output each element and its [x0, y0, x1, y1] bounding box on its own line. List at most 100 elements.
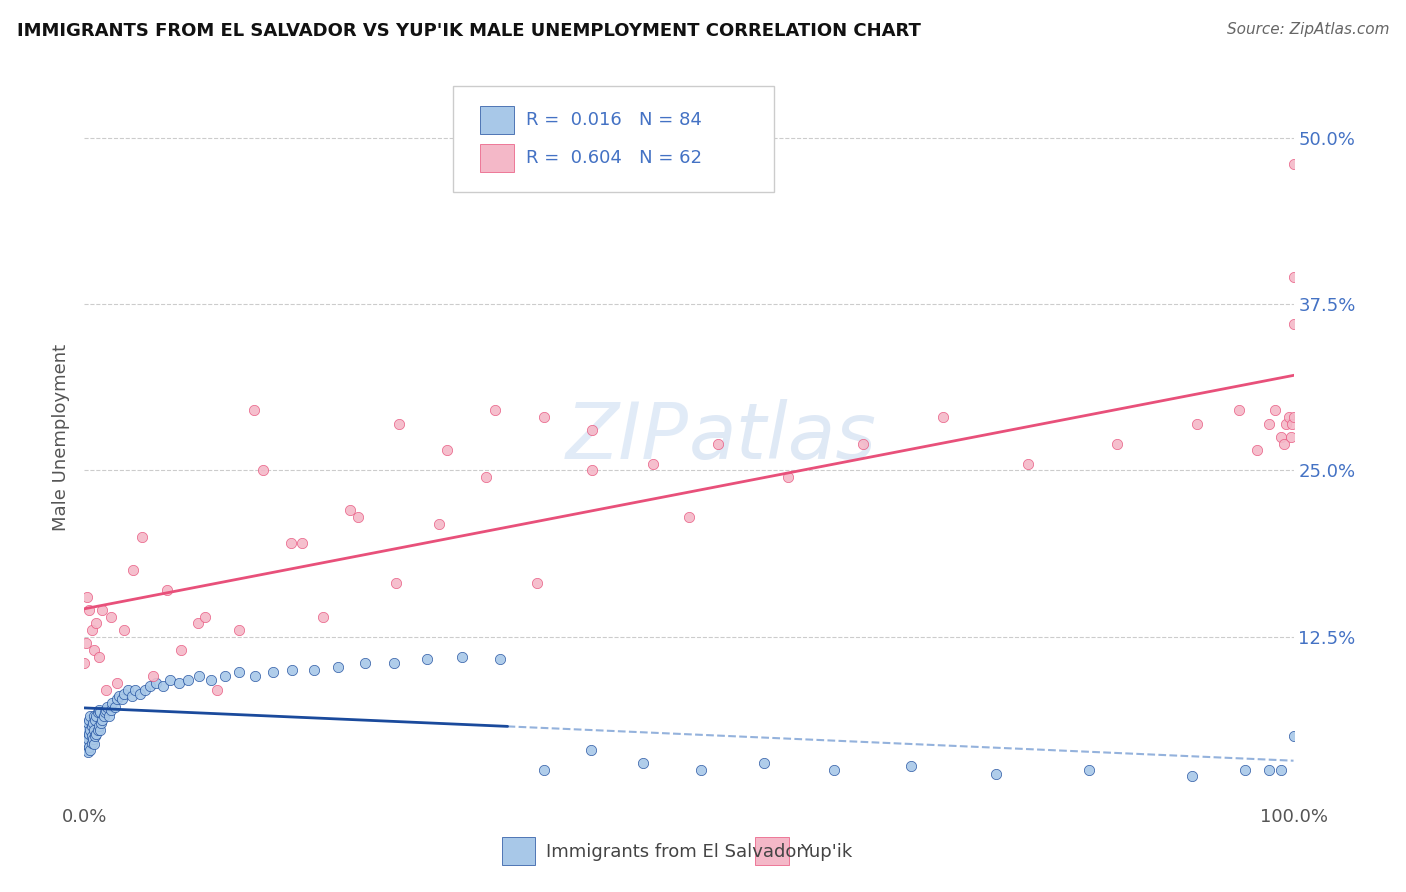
Point — [124, 682, 146, 697]
Point — [311, 609, 333, 624]
Point — [778, 470, 800, 484]
Point — [86, 726, 108, 740]
Point — [533, 763, 555, 777]
Point — [1264, 403, 1286, 417]
Point — [111, 692, 134, 706]
Point — [194, 609, 217, 624]
Point — [73, 656, 96, 670]
Point — [80, 623, 103, 637]
FancyBboxPatch shape — [453, 86, 773, 192]
Point — [142, 669, 165, 683]
Point — [526, 576, 548, 591]
Point — [427, 516, 450, 531]
Point — [252, 463, 274, 477]
Point — [77, 731, 100, 746]
Point — [1282, 270, 1305, 285]
Point — [77, 716, 100, 731]
Point — [346, 509, 368, 524]
Point — [76, 723, 98, 737]
Point — [1234, 763, 1257, 777]
Point — [1185, 417, 1208, 431]
Point — [281, 663, 304, 677]
Point — [167, 676, 190, 690]
Point — [94, 703, 117, 717]
Point — [489, 652, 512, 666]
Point — [932, 410, 955, 425]
Point — [77, 739, 100, 754]
Point — [138, 679, 160, 693]
Point — [82, 731, 104, 746]
Point — [1246, 443, 1268, 458]
Point — [87, 703, 110, 717]
Point — [86, 723, 108, 737]
Point — [121, 690, 143, 704]
Bar — [502, 838, 536, 865]
Point — [291, 536, 314, 550]
Point — [83, 737, 105, 751]
Point — [1181, 769, 1204, 783]
Point — [170, 643, 193, 657]
Bar — [755, 838, 789, 865]
Point — [641, 457, 664, 471]
Point — [1258, 417, 1281, 431]
Point — [84, 714, 107, 728]
Point — [1017, 457, 1039, 471]
Point — [159, 673, 181, 688]
Point — [84, 729, 107, 743]
Point — [77, 745, 100, 759]
Point — [134, 682, 156, 697]
Point — [86, 706, 108, 720]
Point — [94, 682, 117, 697]
Point — [852, 436, 875, 450]
Point — [76, 590, 98, 604]
Bar — [479, 106, 513, 134]
Point — [1278, 410, 1301, 425]
Point — [328, 660, 350, 674]
Point — [1258, 763, 1281, 777]
Text: ZIP: ZIP — [567, 399, 689, 475]
Point — [79, 723, 101, 737]
Point — [581, 424, 603, 438]
Point — [89, 706, 111, 720]
Point — [105, 692, 128, 706]
Point — [1279, 430, 1302, 444]
Point — [96, 700, 118, 714]
Point — [1078, 763, 1101, 777]
Point — [302, 663, 325, 677]
Point — [83, 709, 105, 723]
Point — [112, 623, 135, 637]
Point — [354, 656, 377, 670]
Point — [94, 706, 117, 720]
Point — [79, 709, 101, 723]
Point — [121, 563, 143, 577]
Y-axis label: Male Unemployment: Male Unemployment — [52, 343, 70, 531]
Point — [200, 673, 222, 688]
Point — [97, 709, 120, 723]
Text: Yup'ik: Yup'ik — [800, 843, 852, 861]
Point — [280, 536, 302, 550]
Point — [207, 682, 229, 697]
Point — [631, 756, 654, 770]
Point — [77, 714, 100, 728]
Point — [90, 716, 112, 731]
Point — [76, 742, 98, 756]
Point — [117, 682, 139, 697]
Point — [415, 652, 437, 666]
Point — [131, 530, 153, 544]
Point — [533, 410, 555, 425]
Point — [484, 403, 506, 417]
Point — [89, 723, 111, 737]
Point — [86, 709, 108, 723]
Point — [690, 763, 713, 777]
Point — [104, 700, 127, 714]
Point — [83, 643, 105, 657]
Point — [77, 726, 100, 740]
Point — [388, 417, 411, 431]
Point — [80, 729, 103, 743]
Point — [80, 719, 103, 733]
Point — [1275, 417, 1298, 431]
Point — [752, 756, 775, 770]
Point — [145, 676, 167, 690]
Point — [339, 503, 361, 517]
Text: IMMIGRANTS FROM EL SALVADOR VS YUP'IK MALE UNEMPLOYMENT CORRELATION CHART: IMMIGRANTS FROM EL SALVADOR VS YUP'IK MA… — [17, 22, 921, 40]
